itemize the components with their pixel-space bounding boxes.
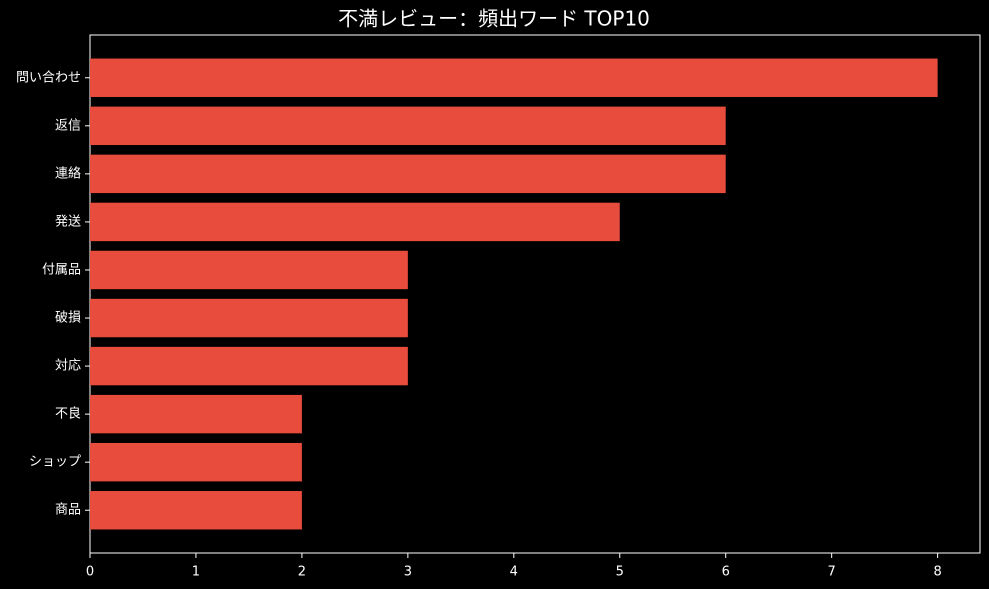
bar	[90, 346, 408, 386]
x-tick-label: 4	[510, 565, 518, 580]
y-tick-label: 発送	[55, 214, 81, 229]
x-tick-label: 0	[86, 565, 94, 580]
bar	[90, 298, 408, 338]
plot-frame	[89, 34, 981, 554]
x-tick-label: 5	[616, 565, 624, 580]
y-tick-label: 商品	[55, 503, 81, 518]
x-tick-label: 2	[298, 565, 306, 580]
bar	[90, 202, 620, 242]
x-tick-label: 7	[828, 565, 836, 580]
y-tick-label: 破損	[55, 311, 81, 326]
x-tick-label: 8	[933, 565, 941, 580]
y-tick-label: 連絡	[55, 165, 81, 181]
bar	[90, 250, 408, 290]
x-tick-label: 1	[192, 565, 200, 580]
bar	[90, 58, 938, 97]
y-tick-label: 問い合わせ	[16, 70, 81, 85]
x-tick-label: 3	[404, 565, 412, 580]
chart-title: 不満レビュー：頻出ワード TOP10	[338, 7, 650, 31]
y-tick-label: 不良	[55, 406, 81, 422]
bar	[90, 394, 302, 434]
y-tick-label: 返信	[55, 118, 81, 133]
y-tick-label: 付属品	[42, 262, 81, 277]
bar	[90, 442, 302, 482]
y-tick-label: 対応	[55, 359, 81, 374]
bar	[90, 106, 726, 146]
bar	[90, 491, 302, 530]
y-tick-label: ショップ	[29, 455, 81, 470]
bar	[90, 154, 726, 194]
x-tick-label: 6	[722, 565, 730, 580]
